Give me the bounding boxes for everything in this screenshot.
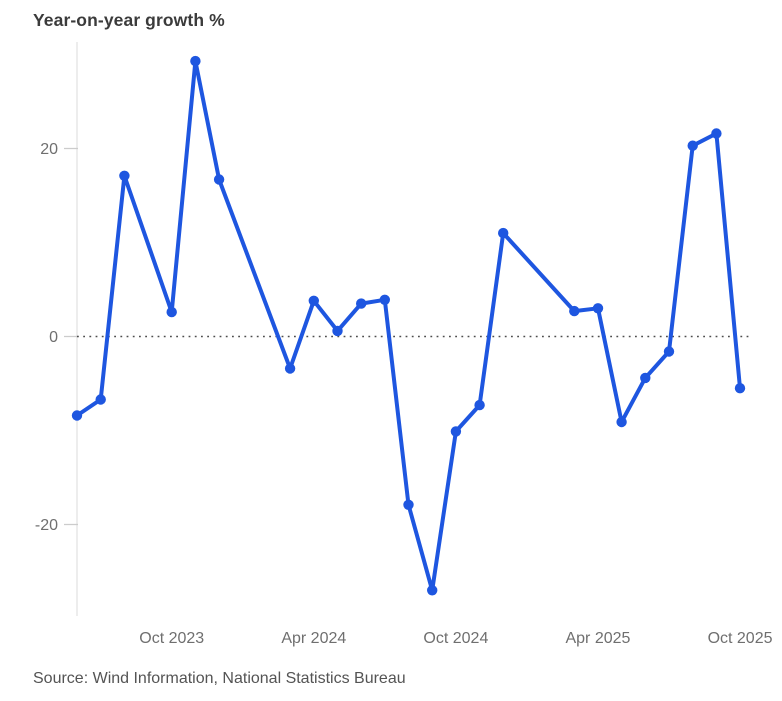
data-point xyxy=(379,294,390,305)
y-tick-label: 20 xyxy=(40,141,58,158)
data-point xyxy=(711,128,722,139)
y-tick-label: -20 xyxy=(35,517,58,534)
data-point xyxy=(569,305,580,317)
x-tick-label: Oct 2024 xyxy=(423,630,488,647)
data-point xyxy=(190,55,201,67)
data-point xyxy=(356,298,367,309)
data-point xyxy=(119,170,130,181)
data-point xyxy=(498,227,509,239)
data-point xyxy=(450,426,462,437)
data-point xyxy=(687,140,698,151)
x-tick-label: Apr 2024 xyxy=(281,630,346,647)
x-tick-label: Oct 2025 xyxy=(708,630,773,647)
data-point xyxy=(284,363,296,374)
data-point xyxy=(213,174,225,185)
data-point xyxy=(95,394,106,405)
data-point xyxy=(474,399,485,411)
data-point xyxy=(166,306,177,318)
chart-title: Year-on-year growth % xyxy=(33,10,225,30)
data-point xyxy=(592,303,604,314)
series-line xyxy=(75,59,742,593)
data-point xyxy=(640,372,651,384)
data-point xyxy=(734,383,746,394)
data-point xyxy=(403,499,414,510)
chart-source: Source: Wind Information, National Stati… xyxy=(33,670,406,687)
data-point xyxy=(71,410,83,421)
x-tick-label: Oct 2023 xyxy=(139,630,204,647)
x-tick-label: Apr 2025 xyxy=(565,630,630,647)
data-point xyxy=(616,416,627,428)
growth-line-chart: 20 0 -20 Oct 2023 Apr 2024 Oct 2024 Apr 2025 Oc… xyxy=(35,42,773,647)
data-point xyxy=(663,346,675,357)
data-point xyxy=(332,325,343,337)
data-point xyxy=(427,585,438,596)
y-tick-label: 0 xyxy=(49,329,58,346)
data-point xyxy=(308,295,319,306)
